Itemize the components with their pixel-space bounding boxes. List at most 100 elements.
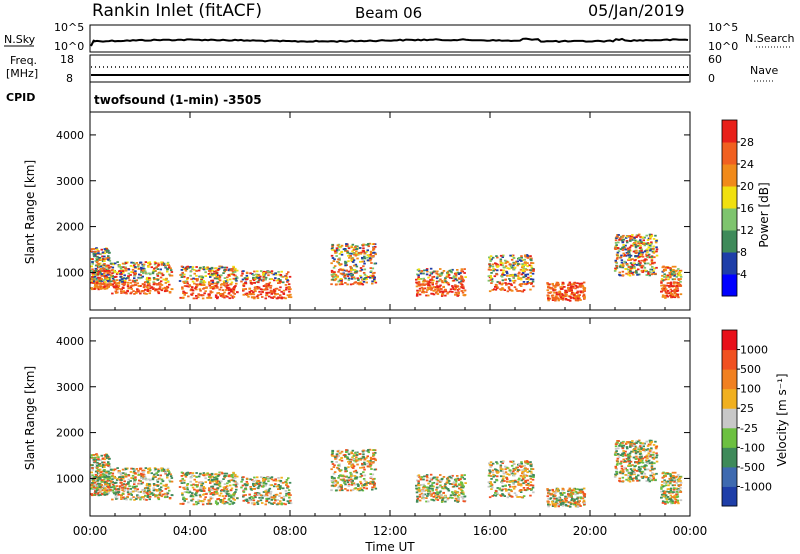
echo-cell	[142, 263, 146, 266]
echo-cell	[331, 477, 334, 480]
echo-cell	[162, 278, 165, 281]
echo-cell	[204, 290, 207, 293]
echo-cell	[351, 449, 355, 452]
echo-cell	[119, 481, 122, 484]
echo-cell	[159, 280, 163, 283]
echo-cell	[246, 294, 249, 296]
echo-cell	[93, 460, 96, 462]
echo-cell	[371, 473, 375, 476]
echo-cell	[462, 493, 465, 496]
echo-cell	[528, 470, 531, 473]
echo-cell	[108, 477, 112, 480]
echo-cell	[671, 265, 675, 268]
noise-right-tick-bottom: 10^0	[708, 40, 738, 53]
echo-cell	[129, 492, 133, 495]
echo-cell	[209, 497, 213, 500]
echo-cell	[498, 281, 501, 284]
echo-cell	[156, 489, 159, 491]
echo-cell	[525, 484, 528, 486]
echo-cell	[673, 278, 677, 281]
echo-cell	[228, 474, 231, 477]
echo-cell	[493, 474, 497, 477]
echo-cell	[652, 271, 655, 274]
echo-cell	[166, 476, 169, 479]
echo-cell	[282, 289, 286, 292]
echo-cell	[229, 489, 233, 492]
echo-cell	[446, 476, 450, 479]
echo-cell	[354, 487, 357, 489]
echo-cell	[338, 469, 341, 472]
echo-cell	[518, 490, 522, 492]
echo-cell	[231, 474, 234, 476]
echo-cell	[499, 464, 503, 467]
echo-cell	[555, 501, 558, 503]
echo-cell	[503, 495, 506, 497]
echo-cell	[191, 495, 195, 498]
echo-cell	[147, 266, 150, 268]
echo-cell	[94, 484, 98, 487]
echo-cell	[286, 294, 290, 297]
echo-cell	[567, 299, 570, 301]
echo-cell	[268, 487, 272, 490]
echo-cell	[185, 498, 188, 500]
echo-cell	[335, 461, 338, 463]
echo-cell	[129, 488, 132, 490]
echo-cell	[228, 495, 231, 497]
echo-cell	[432, 499, 436, 502]
echo-cell	[461, 497, 465, 500]
echo-cell	[462, 485, 465, 488]
echo-cell	[147, 472, 150, 474]
echo-cell	[183, 479, 186, 482]
echo-cell	[556, 297, 560, 300]
echo-cell	[338, 458, 342, 461]
echo-cell	[186, 278, 189, 280]
echo-cell	[214, 282, 217, 285]
echo-cell	[236, 497, 239, 500]
echo-cell	[432, 485, 435, 488]
colorbar-segment	[722, 208, 737, 231]
echo-cell	[462, 285, 465, 288]
echo-cell	[452, 279, 456, 282]
echo-cell	[241, 478, 244, 481]
echo-cell	[630, 244, 633, 247]
echo-cell	[493, 275, 497, 278]
echo-cell	[152, 269, 155, 272]
echo-cell	[166, 469, 169, 471]
echo-cell	[251, 479, 254, 481]
echo-cell	[274, 499, 277, 502]
echo-cell	[625, 272, 628, 275]
echo-cell	[637, 268, 640, 271]
echo-cell	[677, 272, 681, 275]
echo-cell	[417, 474, 421, 477]
echo-cell	[94, 272, 98, 274]
echo-cell	[527, 482, 530, 485]
echo-cell	[128, 485, 131, 488]
echo-cell	[436, 276, 439, 278]
echo-cell	[512, 483, 515, 485]
echo-cell	[454, 273, 458, 275]
echo-cell	[673, 291, 677, 294]
echo-cell	[619, 256, 623, 259]
echo-cell	[626, 248, 629, 251]
echo-cell	[460, 270, 463, 272]
echo-cell	[366, 455, 369, 458]
echo-cell	[259, 499, 263, 502]
echo-cell	[344, 248, 347, 250]
echo-cell	[108, 266, 111, 269]
echo-cell	[650, 257, 654, 259]
echo-cell	[181, 286, 184, 289]
echo-cell	[101, 251, 105, 254]
echo-cell	[288, 481, 292, 484]
echo-cell	[347, 254, 350, 257]
echo-cell	[416, 479, 419, 482]
echo-cell	[115, 273, 119, 275]
echo-cell	[264, 276, 268, 279]
echo-cell	[436, 499, 440, 501]
echo-cell	[264, 503, 267, 506]
echo-cell	[368, 255, 371, 258]
echo-cell	[524, 481, 528, 484]
echo-cell	[277, 282, 280, 284]
echo-cell	[104, 483, 107, 486]
echo-cell	[210, 279, 213, 282]
echo-cell	[261, 485, 265, 488]
